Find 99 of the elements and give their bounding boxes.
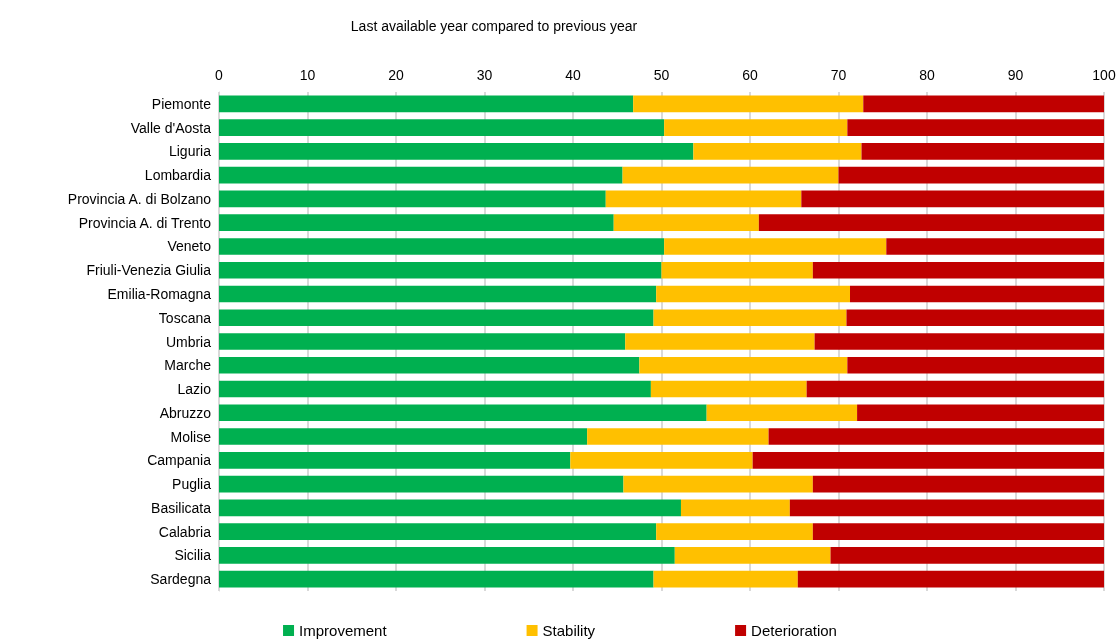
bar [219, 547, 675, 564]
bar [219, 190, 606, 208]
y-tick-label: Piemonte [151, 95, 212, 112]
y-tick-label: Sardegna [150, 571, 212, 588]
bar [653, 570, 798, 588]
x-tick-label: 70 [830, 67, 847, 83]
bar [219, 499, 681, 517]
y-tick-label: Molise [170, 428, 212, 445]
y-tick-label: Umbria [165, 333, 212, 350]
chart-title: Last available year compared to previous year [350, 18, 638, 34]
bar [656, 523, 813, 540]
y-tick-label: Sicilia [174, 547, 212, 564]
bar [801, 190, 1104, 208]
bar [768, 428, 1104, 445]
bar [680, 499, 790, 517]
y-tick-label: Puglia [172, 476, 212, 493]
legend-label: Stability [542, 622, 596, 639]
x-tick-label: 10 [299, 67, 316, 83]
bar [850, 285, 1104, 303]
y-tick-label: Campania [147, 452, 212, 469]
x-tick-label: 90 [1007, 67, 1024, 83]
bar [789, 499, 1104, 517]
bar [812, 261, 1104, 279]
bar [633, 95, 864, 113]
bar [752, 451, 1104, 469]
x-tick-label: 30 [476, 67, 493, 83]
y-tick-label: Veneto [167, 238, 212, 255]
x-tick-label: 100 [1092, 67, 1116, 83]
y-tick-label: Marche [164, 357, 212, 374]
bar [605, 190, 802, 208]
bar [219, 261, 662, 279]
bar [219, 380, 651, 398]
bar [219, 333, 626, 350]
x-tick-label: 40 [565, 67, 581, 83]
bar [622, 166, 839, 184]
bar [587, 428, 769, 445]
bar [219, 238, 665, 255]
bar [846, 309, 1104, 327]
bar [664, 238, 887, 255]
bar [693, 143, 862, 160]
y-tick-label: Basilicata [151, 499, 212, 516]
bar [838, 166, 1104, 184]
bar [219, 451, 571, 469]
bar [847, 356, 1104, 374]
bar [861, 143, 1104, 160]
bar [814, 333, 1104, 350]
bar [219, 119, 665, 136]
bar [812, 475, 1104, 493]
bar [857, 404, 1104, 422]
bar [570, 451, 753, 469]
y-tick-label: Abruzzo [159, 404, 212, 421]
x-tick-label: 20 [388, 67, 404, 83]
x-tick-label: 80 [919, 67, 935, 83]
bar [219, 356, 640, 374]
bar [650, 380, 807, 398]
bar [639, 356, 848, 374]
y-tick-label: Provincia A. di Trento [78, 214, 212, 231]
bar [219, 95, 634, 113]
y-tick-label: Provincia A. di Bolzano [67, 190, 212, 207]
bar [661, 261, 813, 279]
bar [219, 404, 707, 422]
y-tick-label: Lazio [177, 381, 212, 398]
bar [219, 523, 657, 540]
x-tick-label: 0 [215, 67, 224, 83]
legend-label: Deterioration [751, 622, 837, 639]
y-tick-label: Toscana [158, 309, 212, 326]
bar [806, 380, 1104, 398]
bar [706, 404, 858, 422]
y-tick-label: Calabria [158, 523, 212, 540]
bar [797, 570, 1104, 588]
bar [886, 238, 1104, 255]
y-tick-label: Friuli-Venezia Giulia [86, 262, 212, 279]
bar [623, 475, 813, 493]
bar [656, 285, 851, 303]
bar [219, 570, 654, 588]
bar [758, 214, 1104, 232]
bar [219, 143, 694, 160]
bar [219, 475, 624, 493]
bar [847, 119, 1104, 136]
x-tick-label: 50 [653, 67, 670, 83]
bar [219, 428, 588, 445]
bar [812, 523, 1104, 540]
bar [625, 333, 815, 350]
bar [653, 309, 847, 327]
bar [674, 547, 831, 564]
y-tick-label: Lombardia [144, 167, 212, 184]
bar [664, 119, 848, 136]
x-tick-label: 60 [742, 67, 758, 83]
bar [613, 214, 759, 232]
y-tick-label: Emilia-Romagna [107, 285, 212, 302]
y-tick-label: Liguria [168, 143, 212, 160]
bar [863, 95, 1104, 113]
bar [219, 285, 657, 303]
bar [219, 214, 614, 232]
bar [219, 166, 623, 184]
legend-label: Improvement [299, 622, 388, 639]
bar [830, 547, 1104, 564]
bar [219, 309, 654, 327]
y-tick-label: Valle d'Aosta [130, 119, 212, 136]
